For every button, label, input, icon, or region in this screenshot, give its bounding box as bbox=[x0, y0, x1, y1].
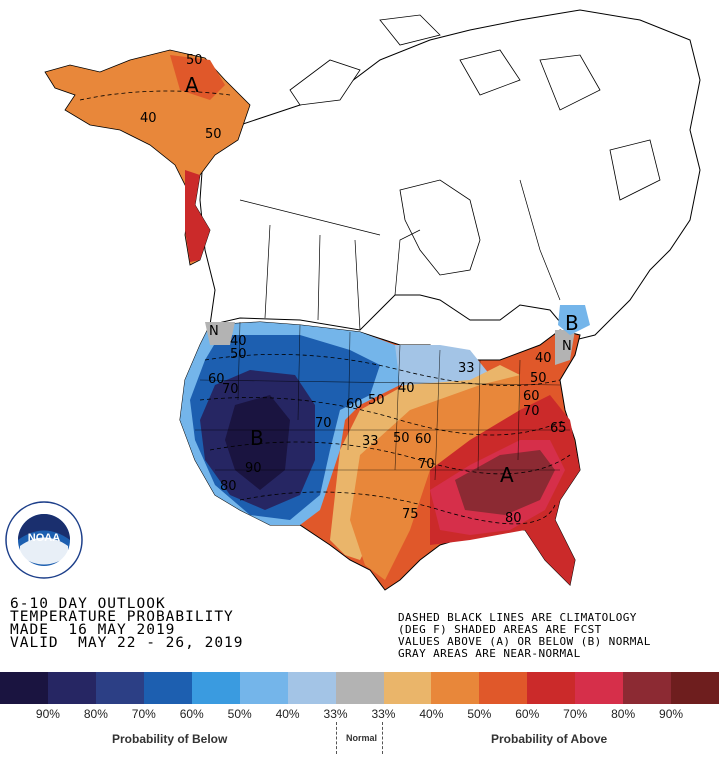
title-line-3: MADE 16 MAY 2019 bbox=[10, 622, 176, 638]
legend-swatch-1 bbox=[47, 672, 96, 704]
legend-swatch-9 bbox=[431, 672, 480, 704]
c33-lakes: 33 bbox=[458, 361, 475, 376]
maine-below bbox=[558, 305, 590, 335]
title-line-4: VALID MAY 22 - 26, 2019 bbox=[10, 635, 244, 651]
legend-percent-8: 40% bbox=[419, 707, 444, 721]
legend-percent-11: 70% bbox=[563, 707, 588, 721]
notes-line-2: (DEG F) SHADED AREAS ARE FCST bbox=[398, 623, 602, 636]
map-notes: DASHED BLACK LINES ARE CLIMATOLOGY (DEG F… bbox=[398, 612, 651, 660]
northwest-near-normal bbox=[205, 322, 235, 345]
legend-percent-9: 50% bbox=[467, 707, 492, 721]
c60-north: 60 bbox=[346, 397, 363, 412]
province-lines bbox=[239, 179, 561, 331]
c50-east: 50 bbox=[530, 371, 547, 386]
c33-plains: 33 bbox=[362, 434, 379, 449]
c80-west: 80 bbox=[220, 479, 237, 494]
c40-lakes: 40 bbox=[398, 381, 415, 396]
c50-plains: 50 bbox=[393, 431, 410, 446]
above-caption: Probability of Above bbox=[491, 732, 608, 746]
c60-east: 60 bbox=[523, 389, 540, 404]
c65-east: 65 bbox=[550, 421, 567, 436]
legend-divider-right bbox=[382, 722, 383, 754]
southeast-above-label: A bbox=[500, 463, 514, 487]
northwest-normal-label: N bbox=[209, 324, 219, 339]
c75-texas: 75 bbox=[402, 507, 419, 522]
legend-swatch-13 bbox=[623, 672, 672, 704]
c90-west: 90 bbox=[245, 461, 262, 476]
normal-caption: Normal bbox=[346, 733, 378, 743]
legend-percent-10: 60% bbox=[515, 707, 540, 721]
c40-east: 40 bbox=[535, 351, 552, 366]
arctic-islands bbox=[289, 14, 661, 201]
legend-percent-12: 80% bbox=[611, 707, 636, 721]
alaska-above-label: A bbox=[185, 73, 199, 97]
maine-below-label: B bbox=[565, 311, 579, 335]
legend-swatch-3 bbox=[143, 672, 192, 704]
legend-swatch-10 bbox=[479, 672, 528, 704]
legend-percent-3: 60% bbox=[179, 707, 204, 721]
probability-legend bbox=[0, 672, 719, 704]
notes-line-1: DASHED BLACK LINES ARE CLIMATOLOGY bbox=[398, 611, 637, 624]
west-below-90 bbox=[225, 395, 290, 490]
c50-west: 50 bbox=[230, 347, 247, 362]
legend-swatch-5 bbox=[239, 672, 288, 704]
legend-swatch-12 bbox=[575, 672, 624, 704]
plains-above-50 bbox=[350, 375, 520, 580]
title-line-1: 6-10 DAY OUTLOOK bbox=[10, 596, 166, 612]
legend-swatch-0 bbox=[0, 672, 48, 704]
c50-north: 50 bbox=[368, 393, 385, 408]
notes-line-4: GRAY AREAS ARE NEAR-NORMAL bbox=[398, 647, 581, 660]
noaa-logo: NOAA bbox=[5, 501, 83, 579]
outlook-title: 6-10 DAY OUTLOOK TEMPERATURE PROBABILITY M… bbox=[10, 596, 244, 651]
noaa-logo-text: NOAA bbox=[28, 532, 60, 544]
state-lines bbox=[195, 321, 570, 481]
legend-percent-4: 50% bbox=[227, 707, 252, 721]
legend-percent-5: 40% bbox=[275, 707, 300, 721]
legend-swatch-14 bbox=[671, 672, 719, 704]
legend-swatch-8 bbox=[383, 672, 432, 704]
outlook-map: A 50 40 50 B B A N N 40 50 60 70 70 90 8… bbox=[44, 9, 701, 591]
c70-central: 70 bbox=[315, 416, 332, 431]
c70-plains: 70 bbox=[418, 457, 435, 472]
alaska-40-label: 40 bbox=[140, 111, 157, 126]
legend-percent-1: 80% bbox=[83, 707, 108, 721]
below-caption: Probability of Below bbox=[112, 732, 228, 746]
legend-swatch-4 bbox=[191, 672, 240, 704]
c60-plains: 60 bbox=[415, 432, 432, 447]
legend-swatch-7 bbox=[335, 672, 384, 704]
legend-percent-7: 33% bbox=[371, 707, 396, 721]
legend-swatch-6 bbox=[287, 672, 336, 704]
title-line-2: TEMPERATURE PROBABILITY bbox=[10, 609, 234, 625]
west-below-label: B bbox=[250, 426, 264, 450]
legend-percent-2: 70% bbox=[131, 707, 156, 721]
notes-line-3: VALUES ABOVE (A) OR BELOW (B) NORMAL bbox=[398, 635, 651, 648]
southeast-above-90 bbox=[455, 450, 555, 515]
midatlantic-normal-label: N bbox=[562, 339, 572, 354]
c40-west: 40 bbox=[230, 334, 247, 349]
legend-percent-0: 90% bbox=[35, 707, 60, 721]
alaska-50b-label: 50 bbox=[205, 127, 222, 142]
climatology-lines bbox=[79, 90, 571, 525]
legend-percent-6: 33% bbox=[323, 707, 348, 721]
hudson-bay bbox=[399, 179, 481, 276]
alaska-panhandle bbox=[185, 170, 210, 262]
legend-swatch-2 bbox=[95, 672, 144, 704]
legend-percent-13: 90% bbox=[659, 707, 684, 721]
c60-west: 60 bbox=[208, 372, 225, 387]
alaska-high-region bbox=[170, 55, 225, 100]
midatlantic-near-normal bbox=[555, 330, 575, 365]
c70-east: 70 bbox=[523, 404, 540, 419]
alaska-50-label: 50 bbox=[186, 53, 203, 68]
c80-southeast: 80 bbox=[505, 511, 522, 526]
legend-swatch-11 bbox=[527, 672, 576, 704]
c70-west: 70 bbox=[222, 382, 239, 397]
legend-divider-left bbox=[336, 722, 337, 754]
